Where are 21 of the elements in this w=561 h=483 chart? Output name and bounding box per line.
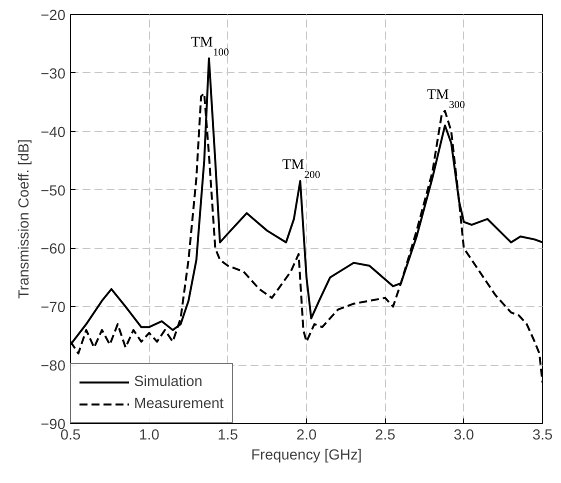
x-tick-label: 2.5 — [374, 428, 396, 444]
x-tick-label: 3.0 — [454, 428, 474, 444]
legend-label: Measurement — [134, 396, 224, 412]
y-tick-label: −70 — [40, 300, 66, 316]
y-tick-label: −80 — [40, 358, 66, 375]
annotation: TM200 — [282, 157, 320, 182]
annotation: TM300 — [426, 86, 465, 111]
x-axis-title: Frequency [GHz] — [251, 448, 362, 464]
x-tick-label: 1.5 — [218, 428, 238, 444]
y-tick-label: −60 — [40, 242, 66, 258]
y-tick-label: −30 — [40, 66, 66, 82]
x-tick-label: 0.5 — [60, 428, 81, 444]
x-tick-label: 2.0 — [296, 428, 317, 444]
y-tick-label: −20 — [40, 8, 66, 24]
legend-label: Simulation — [134, 374, 202, 390]
y-tick-label: −50 — [40, 183, 66, 200]
x-tick-label: 1.0 — [138, 428, 160, 444]
y-axis-title: Transmission Coeff. [dB] — [16, 139, 33, 299]
annotation: TM100 — [190, 34, 229, 58]
y-tick-label: −40 — [40, 124, 66, 141]
x-tick-label: 3.5 — [532, 428, 553, 444]
